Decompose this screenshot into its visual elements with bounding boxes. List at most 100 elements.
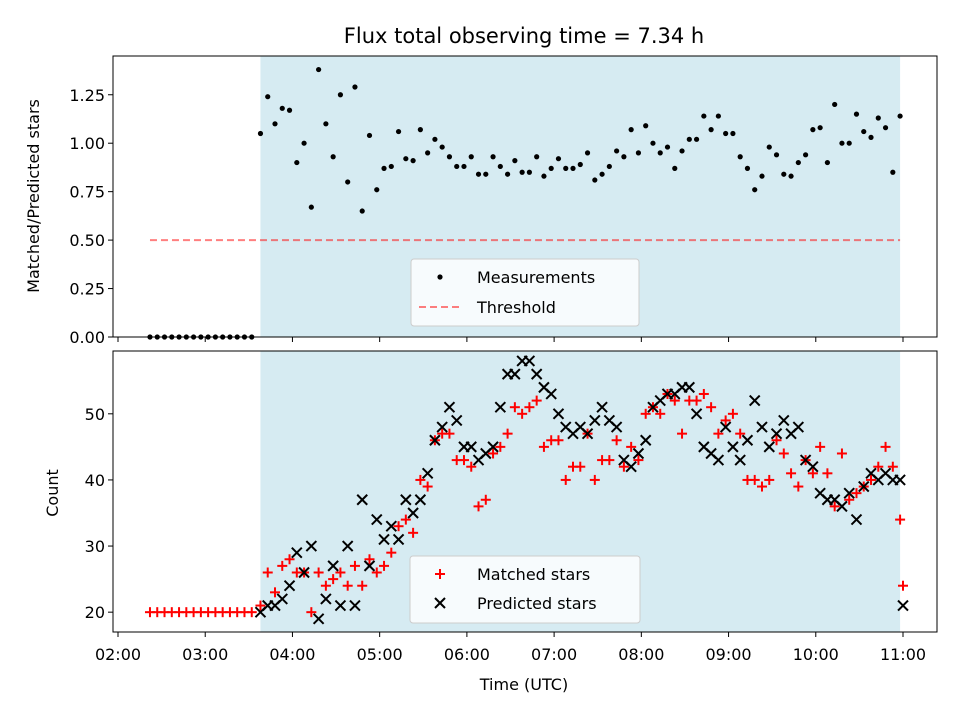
matched-star-point [836,448,847,459]
measurement-point [548,165,554,171]
matched-star-point [618,461,629,472]
measurement-point [853,111,860,117]
matched-star-point [626,441,637,452]
measurement-point [381,165,387,171]
measurement-point [294,159,300,166]
matched-star-point [589,474,600,485]
matched-star-point [386,547,397,558]
bottom-panel: 20 30 40 50 02:00 03:00 04:00 05:00 06:00 07:00 08… [43,350,938,694]
matched-star-point [575,461,586,472]
measurement-point [759,173,765,179]
matched-star-point [466,461,477,472]
predicted-star-point [581,427,594,440]
predicted-star-point [719,421,732,433]
matched-star-point [480,494,491,505]
matched-star-point [400,514,411,525]
matched-star-point [786,468,797,479]
matched-star-point [807,468,818,479]
matched-star-point [898,580,908,591]
predicted-star-point [530,368,543,380]
matched-star-point [749,474,760,485]
measurement-point [810,127,816,133]
measurement-point [490,154,496,160]
measurement-point [497,163,503,170]
predicted-star-point [334,599,347,612]
measurement-point [672,165,678,171]
matched-star-point [495,441,506,452]
predicted-star-point [436,421,448,433]
y-tick-label: 1.25 [69,86,105,105]
matched-star-point [379,560,390,571]
matched-star-point [771,435,782,446]
measurement-point [679,148,685,154]
x-tick-label: 10:00 [793,645,839,664]
predicted-star-point [589,414,601,427]
y-tick-label: 50 [85,405,105,424]
matched-star-point [277,560,288,571]
matched-star-point [756,481,767,492]
top-ticks: 0.00 0.25 0.50 0.75 1.00 1.25 [69,86,904,347]
legend-label-threshold: Threshold [476,298,556,317]
predicted-star-point [763,441,775,453]
x-tick-label: 04:00 [269,645,315,664]
measurement-point [504,171,511,177]
y-tick-label: 0.25 [69,280,105,299]
x-axis-label: Time (UTC) [479,675,568,694]
measurement-point [723,130,729,137]
predicted-star-point [451,414,463,427]
measurement-point [643,123,649,129]
top-axes-frame [112,55,938,338]
measurement-point [744,165,751,171]
top-plot-area [147,66,903,340]
measurement-point [541,173,547,179]
predicted-star-point [770,427,783,440]
measurement-point [301,140,307,146]
matched-star-point [246,607,257,618]
measurement-point [286,107,293,113]
matched-star-point [633,455,644,466]
matched-star-point [764,474,775,485]
measurement-point [599,171,605,177]
matched-star-point [408,527,419,538]
top-legend: Measurements Threshold [410,258,640,327]
measurement-point [272,121,278,127]
predicted-star-point [690,408,703,420]
predicted-star-point [683,381,696,394]
matched-star-point [677,428,688,439]
predicted-star-point [429,434,441,446]
measurement-point [817,125,823,131]
matched-star-point [270,587,280,598]
measurement-point [526,169,532,175]
top-panel: Flux total observing time = 7.34 h 0.000… [24,24,938,347]
matched-star-point [698,388,709,399]
measurement-point [730,130,736,137]
matched-star-point [604,455,615,466]
matched-star-point [306,607,317,618]
y-tick-label: 0.75 [69,183,105,202]
legend-marker-predicted [434,597,446,609]
predicted-star-point [378,533,390,546]
measurement-point [534,154,540,160]
y-tick-label: 0.50 [69,231,105,250]
legend-box [410,258,640,327]
matched-star-point [509,402,520,413]
matched-star-point [342,580,353,591]
measurement-point [316,66,322,73]
measurement-point [635,150,642,156]
matched-star-point [727,408,738,419]
predicted-star-point [385,520,398,532]
measurement-point [708,127,714,133]
matched-star-point [873,461,884,472]
legend-marker-matched [435,569,445,579]
measurement-point [468,154,474,160]
measurement-point [890,169,896,175]
bottom-y-axis-label: Count [43,469,62,517]
predicted-star-point [443,401,456,413]
predicted-star-point [414,494,427,506]
matched-star-point [880,441,891,452]
measurement-point [781,171,787,177]
measurement-point [606,163,612,170]
measurement-point [308,204,314,210]
matched-star-point [611,435,622,446]
